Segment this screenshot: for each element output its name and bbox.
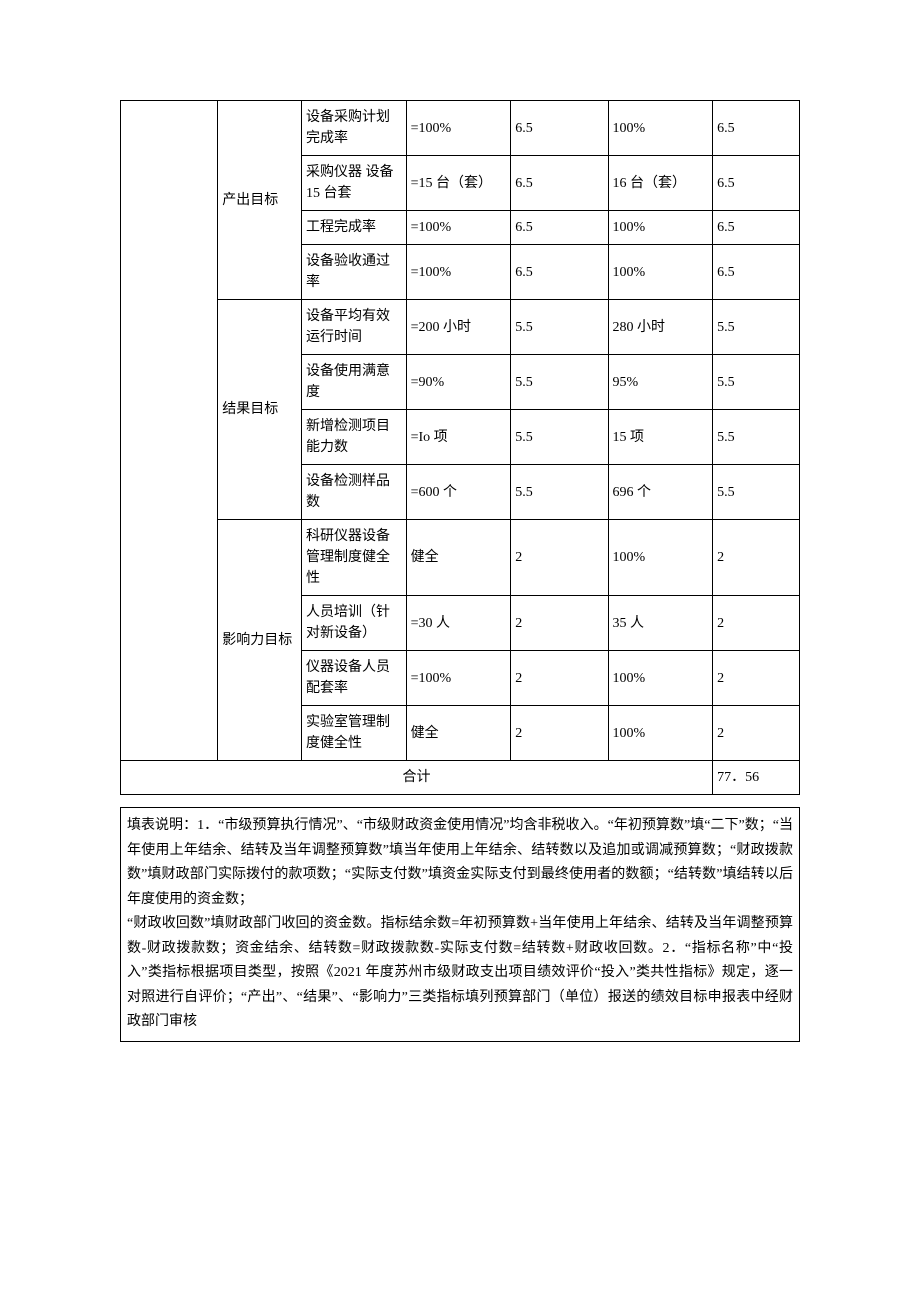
table-row: 产出目标 设备采购计划完成率 =100% 6.5 100% 6.5 <box>121 101 800 156</box>
notes-paragraph-1: 填表说明：1．“市级预算执行情况”、“市级财政资金使用情况”均含非税收入。“年初… <box>127 814 793 912</box>
target-cell: =200 小时 <box>406 300 511 355</box>
weight2-cell: 5.5 <box>713 410 800 465</box>
target-cell: =90% <box>406 355 511 410</box>
weight1-cell: 5.5 <box>511 465 608 520</box>
weight1-cell: 2 <box>511 596 608 651</box>
performance-table: 产出目标 设备采购计划完成率 =100% 6.5 100% 6.5 采购仪器 设… <box>120 100 800 795</box>
target-cell: =100% <box>406 651 511 706</box>
weight1-cell: 2 <box>511 520 608 596</box>
indicator-cell: 新增检测项目能力数 <box>301 410 406 465</box>
target-cell: =15 台（套） <box>406 156 511 211</box>
total-value: 77．56 <box>713 761 800 795</box>
weight2-cell: 2 <box>713 706 800 761</box>
indicator-cell: 工程完成率 <box>301 211 406 245</box>
notes-paragraph-2: “财政收回数”填财政部门收回的资金数。指标结余数=年初预算数+当年使用上年结余、… <box>127 912 793 1035</box>
target-cell: =Io 项 <box>406 410 511 465</box>
notes-box: 填表说明：1．“市级预算执行情况”、“市级财政资金使用情况”均含非税收入。“年初… <box>120 807 800 1042</box>
group-label: 结果目标 <box>218 300 302 520</box>
weight1-cell: 6.5 <box>511 211 608 245</box>
actual-cell: 100% <box>608 520 713 596</box>
weight2-cell: 6.5 <box>713 211 800 245</box>
weight1-cell: 5.5 <box>511 300 608 355</box>
weight1-cell: 5.5 <box>511 355 608 410</box>
actual-cell: 100% <box>608 101 713 156</box>
weight2-cell: 6.5 <box>713 101 800 156</box>
weight2-cell: 2 <box>713 596 800 651</box>
actual-cell: 696 个 <box>608 465 713 520</box>
target-cell: =100% <box>406 245 511 300</box>
indicator-cell: 采购仪器 设备 15 台套 <box>301 156 406 211</box>
weight1-cell: 6.5 <box>511 156 608 211</box>
target-cell: =100% <box>406 211 511 245</box>
weight1-cell: 6.5 <box>511 245 608 300</box>
actual-cell: 35 人 <box>608 596 713 651</box>
indicator-cell: 设备使用满意度 <box>301 355 406 410</box>
target-cell: =600 个 <box>406 465 511 520</box>
indicator-cell: 仪器设备人员配套率 <box>301 651 406 706</box>
total-label: 合计 <box>121 761 713 795</box>
indicator-cell: 科研仪器设备管理制度健全性 <box>301 520 406 596</box>
target-cell: =100% <box>406 101 511 156</box>
weight2-cell: 2 <box>713 520 800 596</box>
indicator-cell: 人员培训（针对新设备） <box>301 596 406 651</box>
target-cell: =30 人 <box>406 596 511 651</box>
indicator-cell: 设备采购计划完成率 <box>301 101 406 156</box>
actual-cell: 95% <box>608 355 713 410</box>
table-row: 结果目标 设备平均有效运行时间 =200 小时 5.5 280 小时 5.5 <box>121 300 800 355</box>
indicator-cell: 实验室管理制度健全性 <box>301 706 406 761</box>
weight1-cell: 5.5 <box>511 410 608 465</box>
actual-cell: 15 项 <box>608 410 713 465</box>
spare-cell <box>121 101 218 761</box>
weight2-cell: 6.5 <box>713 245 800 300</box>
weight2-cell: 5.5 <box>713 300 800 355</box>
weight2-cell: 6.5 <box>713 156 800 211</box>
indicator-cell: 设备检测样品数 <box>301 465 406 520</box>
group-label: 产出目标 <box>218 101 302 300</box>
target-cell: 健全 <box>406 520 511 596</box>
indicator-cell: 设备验收通过率 <box>301 245 406 300</box>
weight1-cell: 6.5 <box>511 101 608 156</box>
actual-cell: 100% <box>608 651 713 706</box>
actual-cell: 100% <box>608 706 713 761</box>
weight1-cell: 2 <box>511 706 608 761</box>
group-label: 影响力目标 <box>218 520 302 761</box>
actual-cell: 100% <box>608 245 713 300</box>
weight2-cell: 5.5 <box>713 465 800 520</box>
target-cell: 健全 <box>406 706 511 761</box>
actual-cell: 16 台（套） <box>608 156 713 211</box>
weight1-cell: 2 <box>511 651 608 706</box>
table-row: 影响力目标 科研仪器设备管理制度健全性 健全 2 100% 2 <box>121 520 800 596</box>
actual-cell: 100% <box>608 211 713 245</box>
weight2-cell: 5.5 <box>713 355 800 410</box>
total-row: 合计 77．56 <box>121 761 800 795</box>
indicator-cell: 设备平均有效运行时间 <box>301 300 406 355</box>
actual-cell: 280 小时 <box>608 300 713 355</box>
weight2-cell: 2 <box>713 651 800 706</box>
